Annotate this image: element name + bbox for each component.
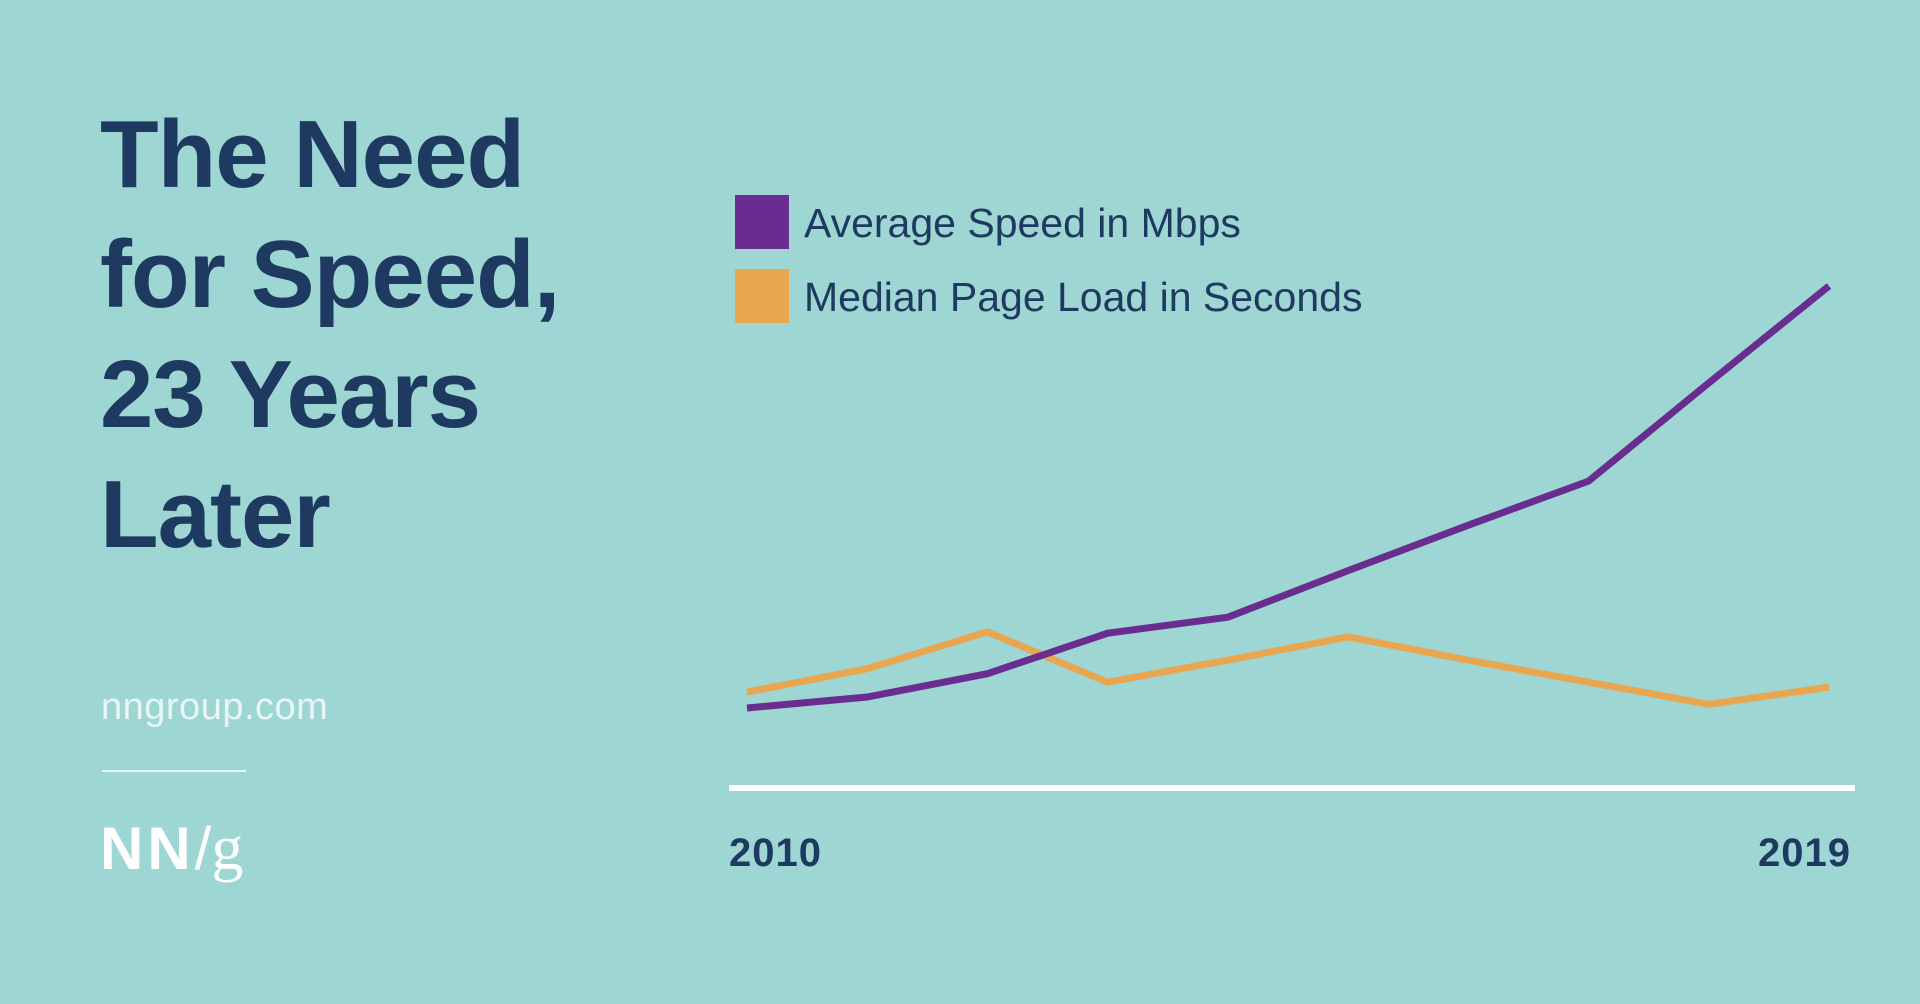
title-line: for Speed,: [100, 221, 560, 328]
legend-label-load: Median Page Load in Seconds: [804, 274, 1362, 320]
series-layer: [746, 283, 1832, 712]
title-line: 23 Years: [100, 341, 481, 448]
series-line-load: [746, 628, 1830, 708]
site-url: nngroup.com: [101, 686, 329, 728]
title-line: The Need: [100, 101, 525, 208]
nng-logo: NN/g: [100, 812, 244, 883]
page-title: The Need for Speed, 23 Years Later: [100, 95, 620, 575]
series-line-speed: [746, 283, 1832, 712]
x-tick-label-end: 2019: [1758, 831, 1851, 875]
legend: Average Speed in Mbps Median Page Load i…: [735, 195, 1362, 323]
legend-label-speed: Average Speed in Mbps: [804, 200, 1241, 246]
legend-swatch-speed: [735, 195, 789, 249]
x-tick-label-start: 2010: [729, 831, 822, 875]
title-line: Later: [100, 461, 331, 568]
legend-swatch-load: [735, 269, 789, 323]
divider: [102, 770, 246, 772]
